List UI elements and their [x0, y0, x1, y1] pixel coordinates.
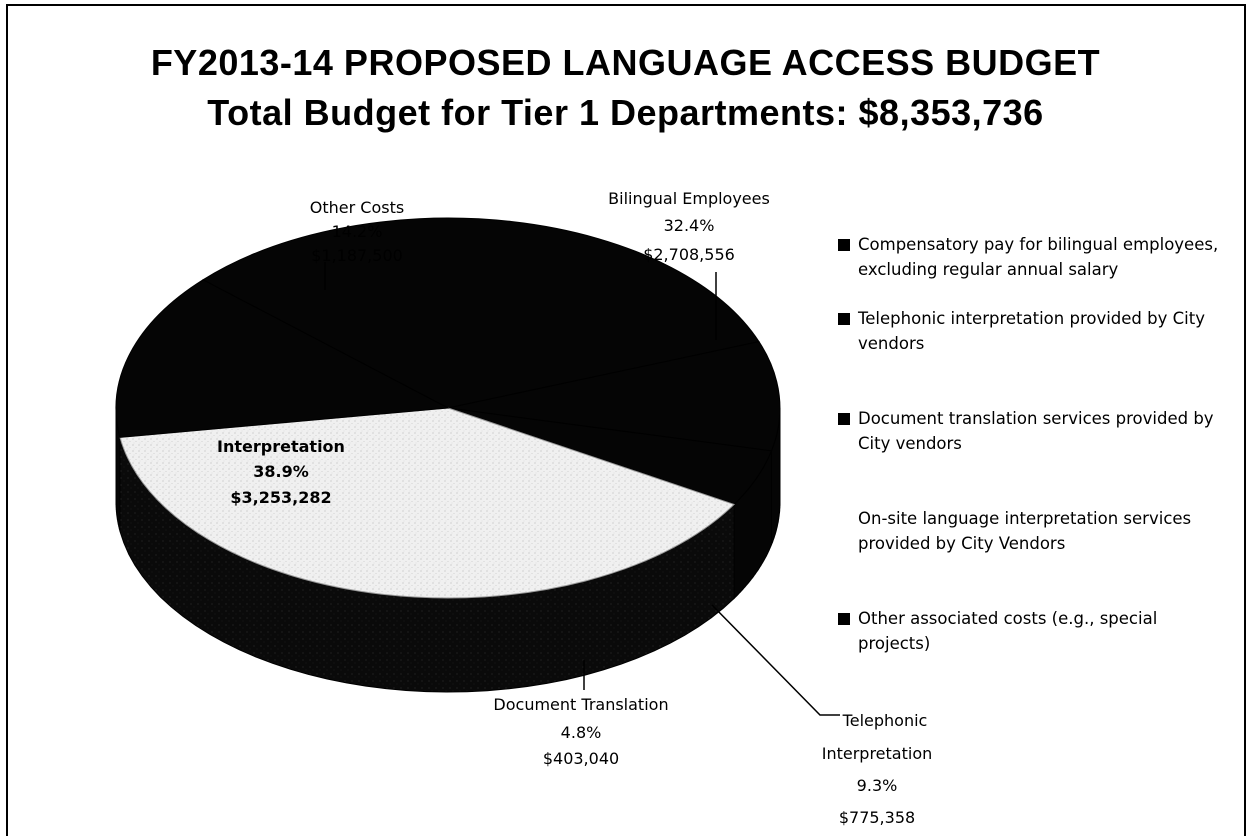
- chart-frame: [6, 4, 1246, 836]
- legend-swatch: [838, 413, 850, 425]
- legend-label: Telephonic interpretation provided by Ci…: [858, 309, 1205, 353]
- label-document-percent: 4.8%: [561, 723, 602, 742]
- pie-slice-bilingual-employees: [201, 217, 760, 409]
- legend-label: On-site language interpretation services…: [858, 509, 1192, 553]
- label-document-name: Document Translation: [493, 695, 668, 714]
- label-other-percent: 14.2%: [332, 222, 383, 241]
- chart-subtitle: Total Budget for Tier 1 Departments: $8,…: [207, 92, 1044, 133]
- label-telephonic-percent: 9.3%: [857, 776, 898, 795]
- label-telephonic-name-1: Telephonic: [842, 711, 928, 730]
- pie-slice-interpretation: [119, 407, 736, 599]
- label-interpretation-amount: $3,253,282: [230, 488, 331, 507]
- label-bilingual-name: Bilingual Employees: [608, 189, 770, 208]
- label-bilingual-percent: 32.4%: [664, 216, 715, 235]
- label-interpretation-percent: 38.9%: [253, 462, 309, 481]
- legend-swatch: [838, 239, 850, 251]
- chart-title: FY2013-14 PROPOSED LANGUAGE ACCESS BUDGE…: [150, 42, 1101, 83]
- label-other-amount: $1,187,500: [311, 246, 403, 265]
- label-document-amount: $403,040: [543, 749, 619, 768]
- pie-slice-other-costs: [115, 279, 450, 438]
- legend-label: Document translation services provided b…: [858, 409, 1214, 453]
- pie-slice-telephonic-interpretation: [447, 341, 781, 452]
- legend-label: Compensatory pay for bilingual employees…: [858, 235, 1219, 279]
- label-telephonic-amount: $775,358: [839, 808, 915, 827]
- label-interpretation-name: Interpretation: [217, 437, 345, 456]
- label-telephonic-name-2: Interpretation: [822, 744, 933, 763]
- legend-swatch: [838, 613, 850, 625]
- label-other-name: Other Costs: [310, 198, 404, 217]
- label-bilingual-amount: $2,708,556: [643, 245, 735, 264]
- legend-label: Other associated costs (e.g., special pr…: [858, 609, 1158, 653]
- leader-telephonic: [711, 604, 840, 716]
- legend-swatch: [838, 313, 850, 325]
